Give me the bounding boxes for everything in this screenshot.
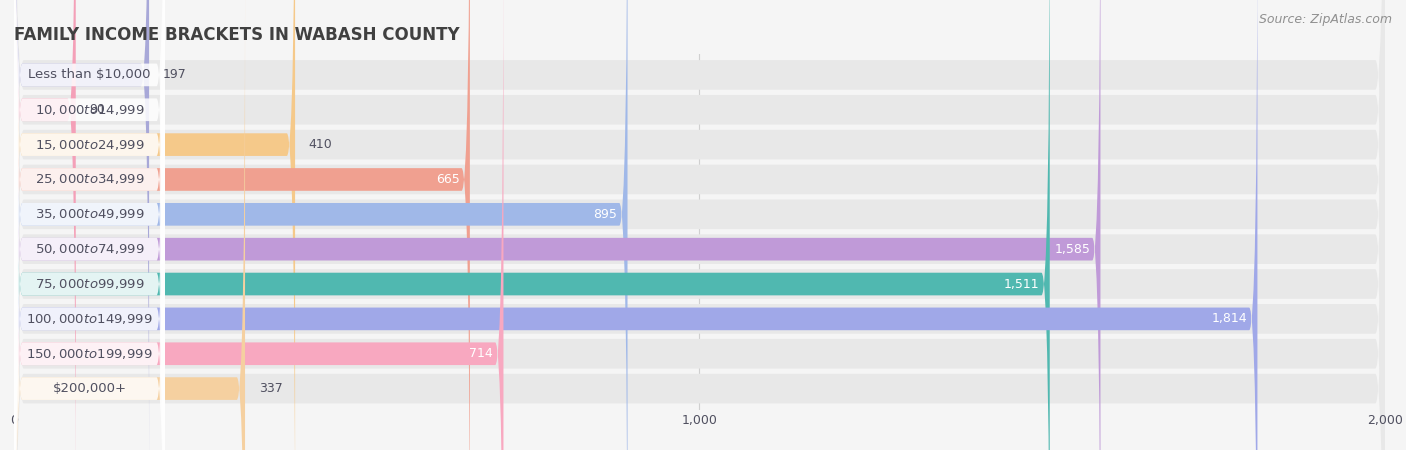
FancyBboxPatch shape [14, 0, 165, 450]
Text: $10,000 to $14,999: $10,000 to $14,999 [35, 103, 145, 117]
FancyBboxPatch shape [14, 0, 165, 450]
FancyBboxPatch shape [14, 0, 1385, 450]
Text: FAMILY INCOME BRACKETS IN WABASH COUNTY: FAMILY INCOME BRACKETS IN WABASH COUNTY [14, 26, 460, 44]
FancyBboxPatch shape [14, 0, 1385, 450]
FancyBboxPatch shape [14, 0, 1257, 450]
Text: 1,814: 1,814 [1212, 312, 1247, 325]
FancyBboxPatch shape [14, 0, 1385, 450]
FancyBboxPatch shape [14, 0, 165, 450]
Text: $25,000 to $34,999: $25,000 to $34,999 [35, 172, 145, 186]
FancyBboxPatch shape [14, 0, 627, 450]
Text: $150,000 to $199,999: $150,000 to $199,999 [27, 347, 153, 361]
Text: $200,000+: $200,000+ [52, 382, 127, 395]
Text: 714: 714 [470, 347, 494, 360]
FancyBboxPatch shape [14, 0, 1385, 450]
FancyBboxPatch shape [14, 0, 149, 450]
FancyBboxPatch shape [14, 0, 165, 450]
FancyBboxPatch shape [14, 0, 1050, 450]
Text: $75,000 to $99,999: $75,000 to $99,999 [35, 277, 145, 291]
FancyBboxPatch shape [14, 0, 1385, 450]
FancyBboxPatch shape [14, 0, 76, 450]
FancyBboxPatch shape [14, 0, 295, 450]
Text: Less than $10,000: Less than $10,000 [28, 68, 150, 81]
FancyBboxPatch shape [14, 0, 1385, 450]
FancyBboxPatch shape [14, 0, 165, 450]
FancyBboxPatch shape [14, 0, 245, 450]
Text: $35,000 to $49,999: $35,000 to $49,999 [35, 207, 145, 221]
FancyBboxPatch shape [14, 0, 165, 450]
Text: 665: 665 [436, 173, 460, 186]
Text: 197: 197 [163, 68, 187, 81]
FancyBboxPatch shape [14, 0, 1385, 450]
Text: $50,000 to $74,999: $50,000 to $74,999 [35, 242, 145, 256]
FancyBboxPatch shape [14, 0, 1385, 450]
Text: 90: 90 [90, 103, 105, 116]
Text: Source: ZipAtlas.com: Source: ZipAtlas.com [1258, 14, 1392, 27]
FancyBboxPatch shape [14, 0, 165, 450]
FancyBboxPatch shape [14, 0, 1385, 450]
FancyBboxPatch shape [14, 0, 503, 450]
Text: 895: 895 [593, 208, 617, 221]
FancyBboxPatch shape [14, 0, 1385, 450]
FancyBboxPatch shape [14, 0, 165, 450]
Text: 410: 410 [309, 138, 333, 151]
FancyBboxPatch shape [14, 0, 165, 450]
FancyBboxPatch shape [14, 0, 470, 450]
FancyBboxPatch shape [14, 0, 1101, 450]
Text: $100,000 to $149,999: $100,000 to $149,999 [27, 312, 153, 326]
FancyBboxPatch shape [14, 0, 165, 450]
Text: 1,511: 1,511 [1004, 278, 1039, 291]
Text: 1,585: 1,585 [1054, 243, 1090, 256]
Text: 337: 337 [259, 382, 283, 395]
Text: $15,000 to $24,999: $15,000 to $24,999 [35, 138, 145, 152]
